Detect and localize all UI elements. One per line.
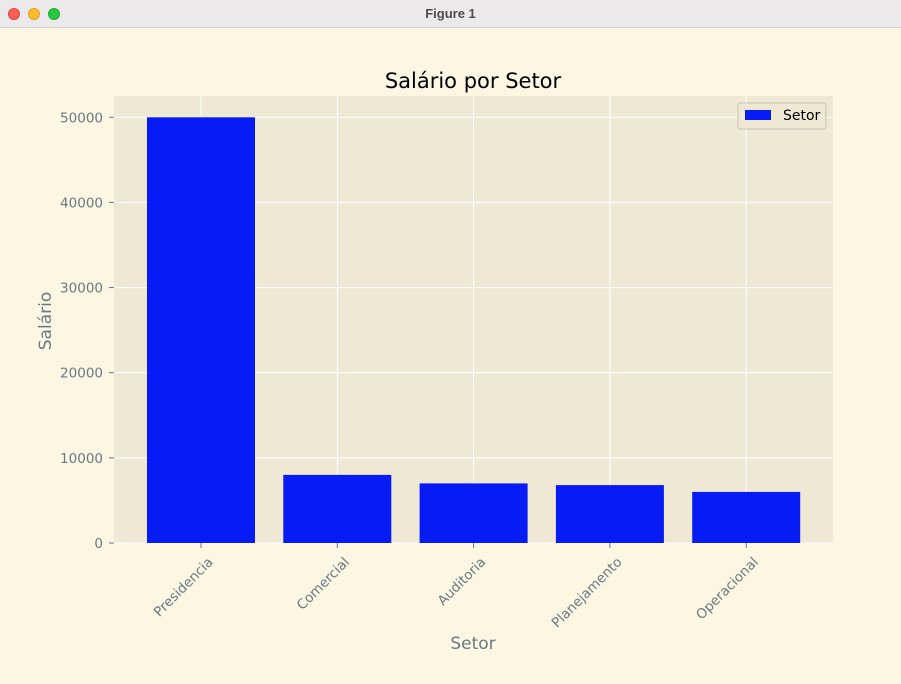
x-tick-label: Comercial <box>294 554 353 613</box>
figure-canvas: 0 10000 20000 30000 40000 50000 Presidencia Com… <box>0 28 901 680</box>
y-tick-label: 40000 <box>60 195 103 211</box>
legend-box <box>737 102 827 130</box>
x-tick-label: Auditoria <box>435 554 490 609</box>
chart-title: Salário por Setor <box>385 69 562 93</box>
y-tick-label: 20000 <box>60 366 103 382</box>
x-tick-label: Planejamento <box>549 554 626 631</box>
bars <box>147 117 801 544</box>
x-tick-label: Presidencia <box>151 554 217 620</box>
window-title: Figure 1 <box>425 6 476 21</box>
y-tick-label: 10000 <box>60 451 103 467</box>
bar-chart: 0 10000 20000 30000 40000 50000 Presidencia Com… <box>36 69 833 654</box>
x-axis-label: Setor <box>450 634 495 654</box>
title-bar: Figure 1 <box>0 0 901 28</box>
zoom-window-button[interactable] <box>48 8 60 20</box>
legend-label: Setor <box>783 108 821 124</box>
bar-auditoria <box>419 483 528 543</box>
bar-comercial <box>283 474 392 543</box>
y-tick-label: 50000 <box>60 110 103 126</box>
bar-presidencia <box>147 117 255 544</box>
legend: Setor <box>737 102 827 130</box>
bar-operacional <box>692 491 801 543</box>
close-window-button[interactable] <box>8 8 20 20</box>
x-tick-label: Operacional <box>693 554 762 623</box>
y-tick-label: 0 <box>94 536 103 552</box>
y-tick-label: 30000 <box>60 281 103 297</box>
bar-planejamento <box>555 485 664 543</box>
legend-swatch <box>745 110 771 120</box>
y-axis-label: Salário <box>36 292 56 350</box>
minimize-window-button[interactable] <box>28 8 40 20</box>
